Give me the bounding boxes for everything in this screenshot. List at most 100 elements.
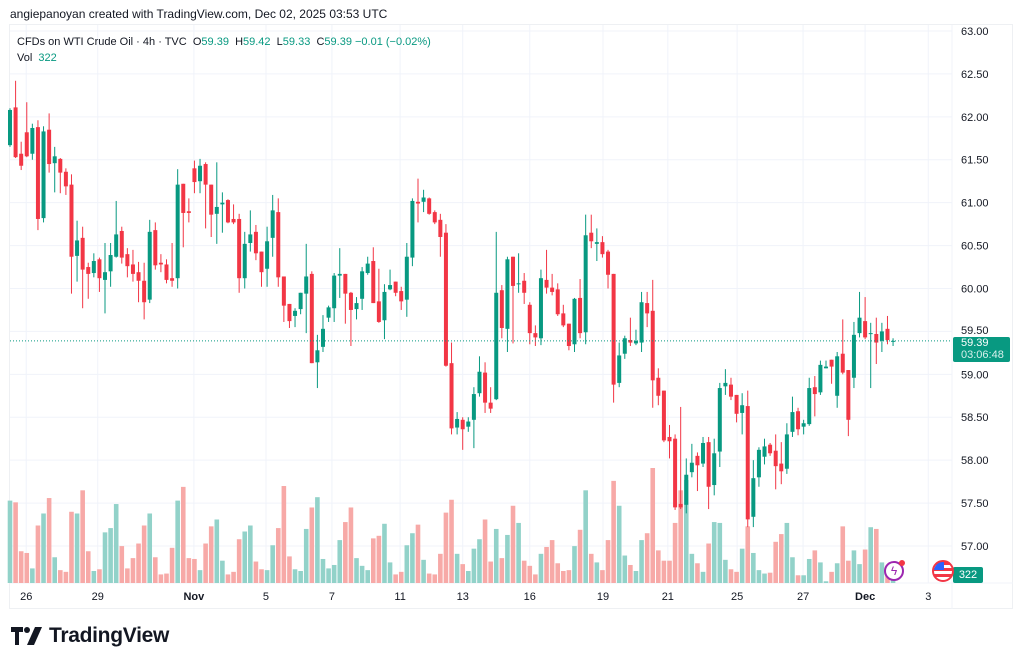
candle[interactable] — [388, 269, 393, 291]
candle[interactable] — [572, 297, 577, 353]
candle[interactable] — [35, 120, 40, 231]
candle[interactable] — [511, 256, 516, 344]
candle[interactable] — [628, 317, 633, 346]
candle[interactable] — [147, 219, 152, 304]
us-flag-icon[interactable] — [932, 560, 954, 582]
candle[interactable] — [633, 329, 638, 346]
candle[interactable] — [673, 434, 678, 510]
candle[interactable] — [784, 423, 789, 474]
candle[interactable] — [203, 162, 208, 229]
candle[interactable] — [192, 160, 197, 194]
candle[interactable] — [555, 283, 560, 316]
candle[interactable] — [293, 308, 298, 328]
candle[interactable] — [404, 243, 409, 317]
candle[interactable] — [86, 262, 91, 299]
candle[interactable] — [868, 322, 873, 389]
candle[interactable] — [874, 317, 879, 365]
candle[interactable] — [298, 292, 303, 315]
candle[interactable] — [225, 199, 230, 224]
candle[interactable] — [360, 267, 365, 310]
candle[interactable] — [522, 273, 527, 304]
candle[interactable] — [734, 394, 739, 423]
symbol-name[interactable]: CFDs on WTI Crude Oil · 4h · TVC — [17, 36, 187, 48]
candle[interactable] — [684, 458, 689, 514]
candle[interactable] — [544, 249, 549, 294]
candle[interactable] — [723, 369, 728, 395]
candle[interactable] — [706, 436, 711, 510]
candle[interactable] — [13, 80, 18, 159]
candle[interactable] — [550, 273, 555, 296]
candle[interactable] — [97, 257, 102, 292]
candle[interactable] — [695, 452, 700, 492]
lightning-icon[interactable]: ϟ — [884, 560, 905, 581]
candle[interactable] — [611, 273, 616, 403]
candle[interactable] — [879, 322, 884, 353]
candle[interactable] — [650, 279, 655, 408]
candle[interactable] — [751, 460, 756, 528]
candle[interactable] — [365, 256, 370, 275]
candle[interactable] — [606, 249, 611, 289]
candle[interactable] — [8, 108, 12, 147]
candle[interactable] — [527, 302, 532, 345]
candle[interactable] — [75, 220, 80, 282]
candle[interactable] — [337, 248, 342, 298]
candle[interactable] — [656, 368, 661, 406]
candle[interactable] — [30, 123, 35, 160]
candle[interactable] — [717, 382, 722, 468]
candle[interactable] — [891, 338, 896, 346]
candle[interactable] — [427, 197, 432, 215]
candle[interactable] — [812, 376, 817, 417]
candle[interactable] — [103, 243, 108, 314]
candle[interactable] — [276, 198, 281, 287]
candle[interactable] — [438, 213, 443, 257]
candle[interactable] — [52, 146, 57, 193]
candle[interactable] — [69, 174, 74, 294]
candle[interactable] — [142, 262, 147, 320]
candle[interactable] — [790, 396, 795, 437]
candle[interactable] — [779, 442, 784, 485]
candle[interactable] — [561, 304, 566, 328]
candle[interactable] — [248, 210, 253, 252]
candle[interactable] — [382, 284, 387, 340]
candle[interactable] — [242, 231, 247, 289]
candle[interactable] — [667, 424, 672, 459]
candle[interactable] — [516, 253, 521, 293]
candle[interactable] — [600, 236, 605, 258]
candle[interactable] — [840, 319, 845, 375]
candle[interactable] — [483, 362, 488, 413]
candle[interactable] — [768, 442, 773, 456]
candle[interactable] — [460, 417, 465, 450]
candle[interactable] — [108, 243, 113, 287]
candle[interactable] — [443, 224, 448, 367]
candle[interactable] — [63, 168, 68, 195]
candle[interactable] — [494, 231, 499, 401]
candle[interactable] — [756, 447, 761, 487]
candle[interactable] — [304, 243, 309, 334]
candle[interactable] — [153, 222, 158, 270]
candle[interactable] — [678, 406, 683, 510]
candle[interactable] — [214, 162, 219, 244]
candle[interactable] — [835, 352, 840, 408]
candle[interactable] — [58, 158, 63, 194]
candle[interactable] — [376, 268, 381, 323]
candle[interactable] — [326, 305, 331, 322]
candle[interactable] — [265, 226, 270, 287]
candle[interactable] — [259, 251, 264, 287]
candle[interactable] — [136, 261, 141, 303]
candle[interactable] — [253, 224, 258, 261]
candle[interactable] — [421, 189, 426, 213]
candle[interactable] — [851, 321, 856, 389]
candle[interactable] — [181, 183, 186, 248]
candle[interactable] — [488, 387, 493, 413]
candle[interactable] — [538, 269, 543, 346]
candle[interactable] — [343, 273, 348, 324]
candle[interactable] — [661, 390, 666, 443]
candle[interactable] — [432, 210, 437, 225]
candle[interactable] — [617, 342, 622, 388]
candle[interactable] — [24, 102, 29, 158]
candle[interactable] — [415, 178, 420, 223]
candle[interactable] — [566, 323, 571, 351]
candle[interactable] — [125, 248, 130, 278]
candle[interactable] — [471, 387, 476, 449]
